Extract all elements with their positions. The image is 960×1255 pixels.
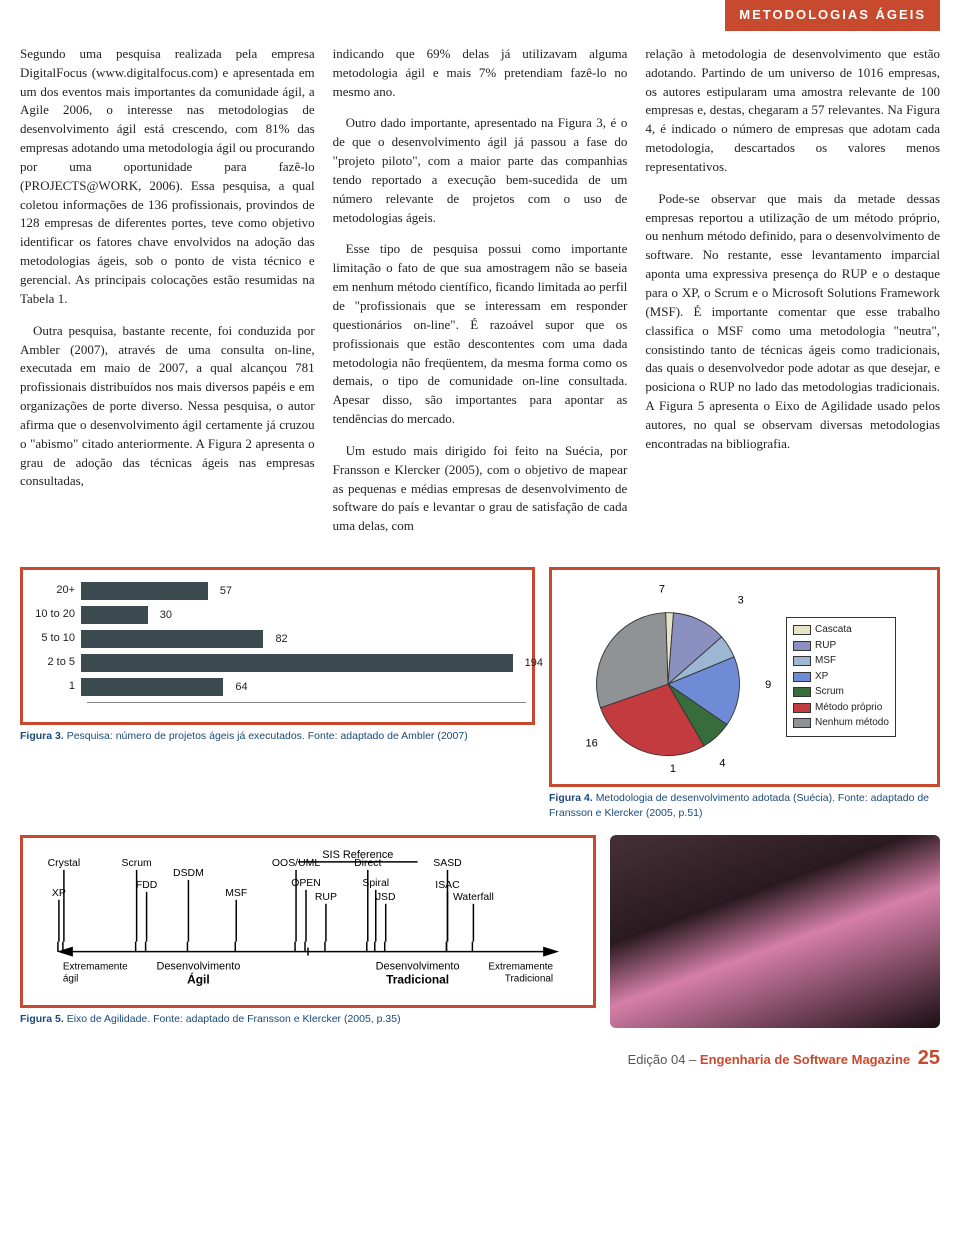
bar-row: 10 to 2030: [29, 606, 526, 624]
figure-5-caption: Figura 5. Eixo de Agilidade. Fonte: adap…: [20, 1012, 596, 1027]
figure-3-caption: Figura 3. Pesquisa: número de projetos á…: [20, 729, 535, 744]
para: Pode-se observar que mais da metade dess…: [645, 190, 940, 454]
figure-5-chart: SIS ReferenceExtremamenteágilExtremament…: [20, 835, 596, 1008]
svg-text:MSF: MSF: [225, 888, 247, 899]
figure-4-chart: 7 3 9 4 1 16 CascataRUPMSFXPScrumMétodo própr…: [549, 567, 940, 787]
para: Um estudo mais dirigido foi feito na Sué…: [333, 442, 628, 536]
legend-row: Cascata: [793, 623, 889, 638]
svg-text:Scrum: Scrum: [122, 858, 152, 869]
svg-text:4: 4: [719, 758, 725, 770]
svg-text:Desenvolvimento: Desenvolvimento: [376, 961, 460, 973]
figure-5: SIS ReferenceExtremamenteágilExtremament…: [20, 835, 596, 1028]
para: Outro dado importante, apresentado na Fi…: [333, 114, 628, 227]
para: Esse tipo de pesquisa possui como import…: [333, 240, 628, 428]
para: Segundo uma pesquisa realizada pela empr…: [20, 45, 315, 309]
legend-row: RUP: [793, 639, 889, 654]
svg-text:RUP: RUP: [315, 892, 337, 903]
column-2: indicando que 69% delas já utilizavam al…: [333, 45, 628, 549]
figure-3: 20+57 10 to 2030 5 to 1082 2 to 5194 164 Fig…: [20, 567, 535, 821]
figure-3-chart: 20+57 10 to 2030 5 to 1082 2 to 5194 164: [20, 567, 535, 725]
svg-text:XP: XP: [52, 888, 66, 899]
category-tab: METODOLOGIAS ÁGEIS: [725, 0, 940, 31]
para: indicando que 69% delas já utilizavam al…: [333, 45, 628, 102]
para: relação à metodologia de desenvolvimento…: [645, 45, 940, 177]
page-number: 25: [918, 1047, 940, 1069]
svg-text:ISAC: ISAC: [435, 880, 460, 891]
svg-text:Spiral: Spiral: [362, 878, 389, 889]
svg-text:Tradicional: Tradicional: [386, 973, 449, 987]
svg-text:Desenvolvimento: Desenvolvimento: [156, 961, 240, 973]
figures-row-1: 20+5710 to 20305 to 10822 to 5194164 Fig…: [20, 567, 940, 821]
edition-label: Edição 04 –: [628, 1052, 697, 1067]
figures-row-2: SIS ReferenceExtremamenteágilExtremament…: [20, 835, 940, 1028]
svg-text:7: 7: [659, 584, 665, 596]
legend-row: Método próprio: [793, 701, 889, 716]
svg-text:9: 9: [765, 679, 771, 691]
svg-text:ágil: ágil: [63, 974, 79, 985]
bar-row: 164: [29, 678, 526, 696]
svg-text:16: 16: [586, 738, 598, 750]
pie-chart: 7 3 9 4 1 16: [558, 576, 778, 778]
svg-text:Extremamente: Extremamente: [488, 962, 553, 973]
bar-row: 5 to 1082: [29, 630, 526, 648]
figure-4-caption: Figura 4. Metodologia de desenvolvimento…: [549, 791, 940, 821]
bar-row: 2 to 5194: [29, 654, 526, 672]
svg-text:Extremamente: Extremamente: [63, 962, 128, 973]
svg-text:3: 3: [738, 595, 744, 607]
svg-text:FDD: FDD: [136, 880, 158, 891]
svg-text:JSD: JSD: [376, 892, 396, 903]
page-footer: Edição 04 – Engenharia de Software Magaz…: [20, 1044, 940, 1073]
magazine-name: Engenharia de Software Magazine: [700, 1052, 910, 1067]
decorative-graphic: [610, 835, 940, 1028]
svg-text:Crystal: Crystal: [48, 858, 81, 869]
svg-text:Tradicional: Tradicional: [505, 974, 553, 985]
svg-text:OPEN: OPEN: [291, 878, 321, 889]
pie-legend: CascataRUPMSFXPScrumMétodo próprioNenhum…: [786, 617, 896, 737]
text-columns: Segundo uma pesquisa realizada pela empr…: [20, 45, 940, 549]
svg-text:Ágil: Ágil: [187, 972, 210, 987]
legend-row: MSF: [793, 654, 889, 669]
svg-text:DSDM: DSDM: [173, 868, 204, 879]
svg-text:SASD: SASD: [433, 858, 462, 869]
svg-text:Waterfall: Waterfall: [453, 892, 494, 903]
legend-row: XP: [793, 670, 889, 685]
column-3: relação à metodologia de desenvolvimento…: [645, 45, 940, 549]
svg-text:Direct: Direct: [354, 858, 381, 869]
bar-row: 20+57: [29, 582, 526, 600]
legend-row: Nenhum método: [793, 716, 889, 731]
legend-row: Scrum: [793, 685, 889, 700]
svg-text:OOS/UML: OOS/UML: [272, 858, 320, 869]
svg-text:1: 1: [670, 763, 676, 775]
column-1: Segundo uma pesquisa realizada pela empr…: [20, 45, 315, 549]
figure-4: 7 3 9 4 1 16 CascataRUPMSFXPScrumMétodo própr…: [549, 567, 940, 821]
para: Outra pesquisa, bastante recente, foi co…: [20, 322, 315, 492]
